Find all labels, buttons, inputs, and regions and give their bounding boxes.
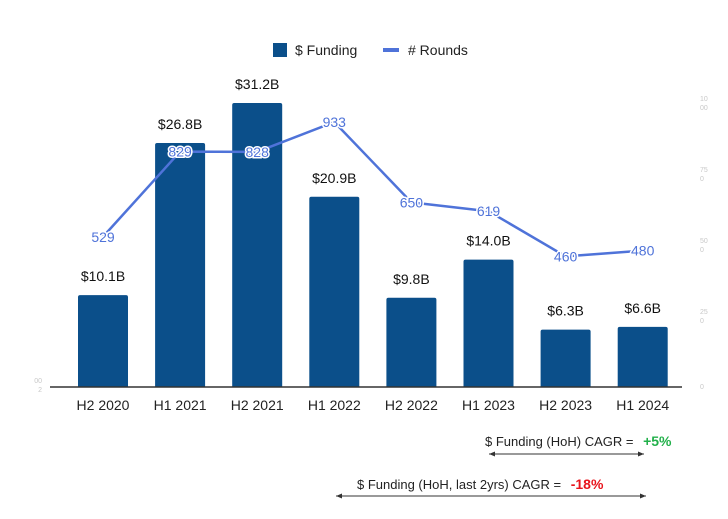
cagr-2yrs-label: $ Funding (HoH, last 2yrs) CAGR = xyxy=(357,477,565,492)
rounds-point xyxy=(409,200,413,204)
rounds-point xyxy=(487,209,490,213)
right-axis-tick-label: 0 xyxy=(700,318,704,325)
cagr-arrows xyxy=(336,451,646,499)
bars xyxy=(78,103,668,387)
x-tick-label: H1 2021 xyxy=(154,397,207,413)
funding-data-label: $10.1B xyxy=(81,268,125,284)
legend-label-funding: $ Funding xyxy=(295,42,357,58)
funding-bar xyxy=(232,103,283,387)
rounds-point xyxy=(101,235,105,239)
legend: $ Funding # Rounds xyxy=(273,42,468,58)
funding-bar xyxy=(463,259,514,387)
right-axis-tick-label: 0 xyxy=(700,176,704,183)
arrow-head-right xyxy=(640,493,646,499)
right-axis-tick-label: 0 xyxy=(700,384,704,391)
rounds-point xyxy=(641,249,645,253)
left-axis-ticks: 002 xyxy=(34,378,42,394)
funding-bar xyxy=(617,326,668,387)
x-axis-tick-labels: H2 2020 H1 2021 H2 2021 H1 2022 H2 2022 H1 20… xyxy=(77,397,670,413)
x-tick-label: H2 2020 xyxy=(77,397,130,413)
left-axis-tick-label: 00 xyxy=(34,378,42,385)
funding-bar xyxy=(386,297,437,387)
x-tick-label: H1 2024 xyxy=(616,397,669,413)
cagr-2yrs-value: -18% xyxy=(570,476,604,492)
rounds-data-label: 828 xyxy=(246,144,270,160)
left-axis-tick-label: 2 xyxy=(38,387,42,394)
rounds-data-label: 480 xyxy=(631,243,655,259)
funding-data-label: $26.8B xyxy=(158,116,202,132)
right-axis-tick-label: 0 xyxy=(700,247,704,254)
funding-data-label: $6.6B xyxy=(624,300,661,316)
rounds-point xyxy=(564,254,568,258)
rounds-data-label: 460 xyxy=(554,248,578,264)
funding-bar xyxy=(309,196,360,387)
rounds-series-line xyxy=(102,120,643,258)
bar-data-labels: $10.1B $26.8B $31.2B $20.9B $9.8B $14.0B $6.3B… xyxy=(81,76,661,319)
arrow-head-right xyxy=(638,451,644,457)
cagr-hoh-value: +5% xyxy=(643,433,672,449)
x-tick-label: H2 2021 xyxy=(231,397,284,413)
rounds-data-labels: 529 829 828 933 650 619 460 480 xyxy=(90,113,656,266)
rounds-point xyxy=(178,150,182,154)
rounds-data-label: 829 xyxy=(168,144,192,160)
rounds-line xyxy=(101,120,645,258)
x-tick-label: H1 2023 xyxy=(462,397,515,413)
cagr-2yrs-annotation: $ Funding (HoH, last 2yrs) CAGR = -18% xyxy=(357,476,603,492)
funding-data-label: $6.3B xyxy=(547,303,584,319)
right-axis-ticks: 0 25 0 50 0 75 0 10 00 xyxy=(700,96,708,391)
cagr-hoh-annotation: $ Funding (HoH) CAGR = +5% xyxy=(485,433,672,449)
right-axis-tick-label: 25 xyxy=(700,309,708,316)
funding-bar xyxy=(155,143,206,387)
rounds-point xyxy=(332,120,336,124)
funding-bar xyxy=(540,329,591,387)
funding-data-label: $14.0B xyxy=(466,233,510,249)
right-axis-tick-label: 00 xyxy=(700,105,708,112)
funding-data-label: $31.2B xyxy=(235,76,279,92)
rounds-point xyxy=(255,150,259,154)
arrow-head-left xyxy=(489,451,495,457)
x-tick-label: H2 2022 xyxy=(385,397,438,413)
rounds-data-label: 933 xyxy=(323,114,347,130)
rounds-data-label: 650 xyxy=(400,194,424,210)
x-tick-label: H2 2023 xyxy=(539,397,592,413)
right-axis-tick-label: 50 xyxy=(700,238,708,245)
right-axis-tick-label: 10 xyxy=(700,96,708,103)
arrow-head-left xyxy=(336,493,342,499)
legend-swatch-funding xyxy=(273,43,287,57)
rounds-data-label: 619 xyxy=(477,203,501,219)
funding-data-label: $20.9B xyxy=(312,170,356,186)
funding-bar xyxy=(78,295,128,387)
legend-label-rounds: # Rounds xyxy=(408,42,468,58)
funding-data-label: $9.8B xyxy=(393,271,430,287)
rounds-data-label: 529 xyxy=(91,229,115,245)
x-tick-label: H1 2022 xyxy=(308,397,361,413)
right-axis-tick-label: 75 xyxy=(700,167,708,174)
cagr-hoh-label: $ Funding (HoH) CAGR = xyxy=(485,434,638,449)
